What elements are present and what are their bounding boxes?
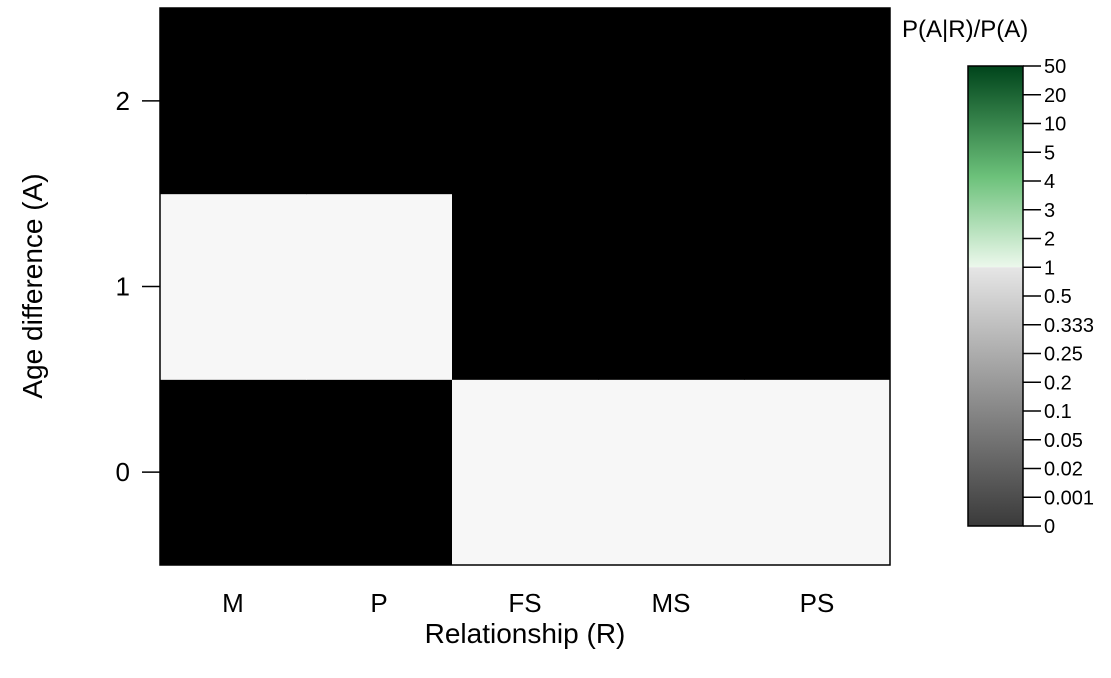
color-legend: P(A|R)/P(A) 50 20 10 5 4 3 2 1 0.5 0.333 0.25 0.2 0.…: [902, 16, 1094, 538]
x-tick-label: MS: [652, 588, 691, 618]
legend-tick-label: 5: [1044, 142, 1055, 164]
x-tick-label: M: [222, 588, 244, 618]
legend-tick-label: 0.333: [1044, 315, 1094, 337]
legend-tick-label: 0.05: [1044, 430, 1083, 452]
legend-colorbar: [967, 65, 1024, 527]
legend-title: P(A|R)/P(A): [902, 16, 1028, 43]
legend-tick-label: 0.5: [1044, 286, 1072, 308]
legend-tick-label: 3: [1044, 200, 1055, 222]
legend-ticks: 50 20 10 5 4 3 2 1 0.5 0.333 0.25 0.2 0.1 0.05 0.02 0.0…: [1023, 56, 1094, 538]
legend-tick-label: 50: [1044, 56, 1066, 78]
legend-tick-label: 10: [1044, 114, 1066, 136]
legend-tick-label: 4: [1044, 171, 1055, 193]
heatmap-cell-P-0: [306, 379, 453, 566]
legend-tick-label: 0.2: [1044, 372, 1072, 394]
heatmap-cell-FS-1: [452, 193, 599, 380]
y-tick-label: 1: [116, 272, 130, 302]
legend-tick-label: 1: [1044, 257, 1055, 279]
x-axis: M P FS MS PS: [222, 588, 834, 618]
x-tick-label: P: [370, 588, 387, 618]
heatmap-cell-M-0: [160, 379, 307, 566]
heatmap-cell-P-1: [306, 193, 453, 380]
y-axis-title: Age difference (A): [17, 173, 48, 398]
heatmap-cells: [160, 8, 891, 566]
x-axis-title: Relationship (R): [425, 618, 626, 649]
heatmap-cell-FS-0: [452, 379, 599, 566]
y-axis: 0 1 2: [116, 86, 160, 487]
legend-tick-label: 0.1: [1044, 401, 1072, 423]
heatmap-cell-MS-0: [598, 379, 745, 566]
legend-tick-label: 0.02: [1044, 459, 1083, 481]
heatmap-cell-PS-0: [744, 379, 891, 566]
heatmap-cell-PS-2: [744, 8, 891, 195]
legend-tick-label: 20: [1044, 85, 1066, 107]
heatmap-cell-MS-1: [598, 193, 745, 380]
legend-tick-label: 0.25: [1044, 344, 1083, 366]
legend-tick-label: 2: [1044, 229, 1055, 251]
legend-high-segment: [968, 66, 1023, 268]
legend-tick-label: 0: [1044, 516, 1055, 538]
y-tick-label: 2: [116, 86, 130, 116]
heatmap-cell-PS-1: [744, 193, 891, 380]
y-tick-label: 0: [116, 457, 130, 487]
heatmap-cell-P-2: [306, 8, 453, 195]
heatmap-cell-M-1: [160, 193, 307, 380]
heatmap-cell-FS-2: [452, 8, 599, 195]
heatmap-cell-M-2: [160, 8, 307, 195]
heatmap-cell-MS-2: [598, 8, 745, 195]
x-tick-label: PS: [800, 588, 835, 618]
legend-low-segment: [968, 267, 1023, 526]
legend-tick-label: 0.001: [1044, 487, 1094, 509]
x-tick-label: FS: [508, 588, 541, 618]
